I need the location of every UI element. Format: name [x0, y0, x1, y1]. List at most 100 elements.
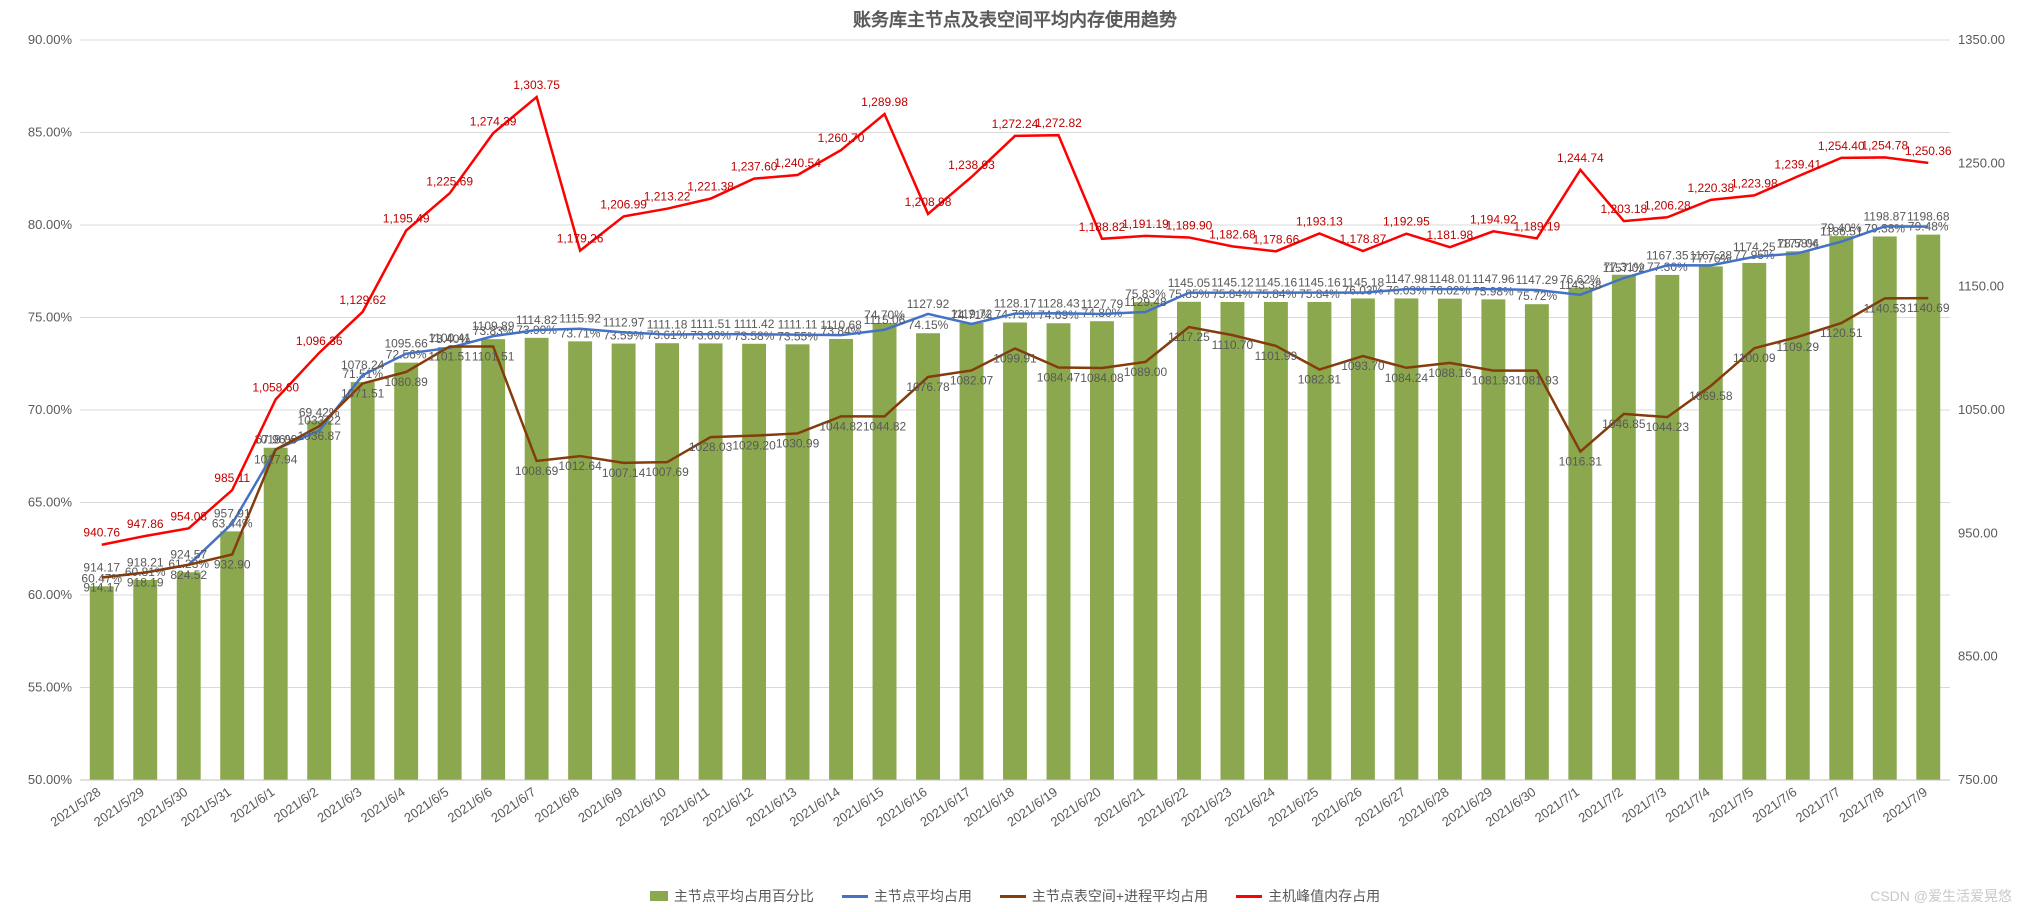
- x-tick: 2021/7/2: [1575, 784, 1625, 825]
- line_blue-label: 1111.51: [690, 317, 731, 331]
- line_blue-label: 1115.92: [559, 312, 601, 326]
- bar: [177, 572, 201, 780]
- x-tick: 2021/6/1: [227, 784, 277, 825]
- bar: [960, 323, 984, 780]
- line_red-label: 1,195.49: [383, 212, 430, 226]
- line_brown-label: 1081.93: [1472, 374, 1516, 388]
- x-tick: 2021/6/7: [488, 784, 538, 825]
- bar: [1786, 251, 1810, 780]
- y-left-tick: 65.00%: [28, 495, 73, 510]
- bar-label: 75.98%: [1473, 284, 1514, 298]
- line_red-label: 1,192.95: [1383, 215, 1430, 229]
- line_blue-label: 1078.24: [341, 358, 385, 372]
- line_blue-label: 1147.98: [1385, 272, 1428, 286]
- x-tick: 2021/7/9: [1880, 784, 1930, 825]
- line_blue-label: 1110.68: [820, 318, 862, 332]
- line_brown-label: 1101.51: [472, 349, 515, 363]
- bar: [1655, 275, 1679, 780]
- line_brown-label: 1017.94: [254, 453, 298, 467]
- line_brown-label: 1082.81: [1298, 373, 1342, 387]
- line_brown-label: 914.17: [83, 581, 120, 595]
- y-left-tick: 75.00%: [28, 310, 73, 325]
- line_blue-label: 1127.92: [907, 297, 950, 311]
- line_red-label: 1,239.41: [1774, 157, 1821, 171]
- bar-label: 79.38%: [1864, 221, 1905, 235]
- line_red-label: 1,289.98: [861, 95, 908, 109]
- line_red-label: 1,178.87: [1340, 232, 1387, 246]
- legend-swatch: [1236, 895, 1262, 898]
- bar: [438, 347, 462, 780]
- line_brown-label: 1084.47: [1037, 370, 1081, 384]
- line_red-label: 1,213.22: [644, 190, 691, 204]
- line_blue-label: 1174.25: [1733, 240, 1776, 254]
- chart-svg: 50.00%55.00%60.00%65.00%70.00%75.00%80.0…: [0, 0, 2030, 912]
- x-tick: 2021/7/6: [1749, 784, 1799, 825]
- line_blue-label: 1145.18: [1342, 276, 1385, 290]
- line_brown-label: 1140.53: [1864, 301, 1907, 315]
- line_red-label: 1,189.90: [1166, 218, 1213, 232]
- line_brown-label: 1101.99: [1255, 349, 1298, 363]
- line_blue-label: 1177.04: [1777, 236, 1820, 250]
- line_red-label: 1,181.98: [1427, 228, 1474, 242]
- x-tick: 2021/6/4: [358, 784, 408, 825]
- line_brown-label: 1007.69: [645, 465, 689, 479]
- line_brown-label: 1140.69: [1907, 301, 1950, 315]
- line_brown-label: 1093.70: [1341, 359, 1385, 373]
- line_brown-label: 1071.51: [341, 386, 385, 400]
- bar: [1568, 288, 1592, 780]
- bar: [612, 344, 636, 780]
- bar: [1699, 266, 1723, 780]
- y-left-tick: 80.00%: [28, 217, 73, 232]
- line_blue-label: 1145.16: [1255, 276, 1298, 290]
- bar: [1916, 235, 1940, 780]
- line_red-label: 1,238.93: [948, 158, 995, 172]
- line_brown-label: 1030.99: [776, 436, 820, 450]
- line_red-label: 1,272.24: [992, 117, 1039, 131]
- bar: [307, 421, 331, 780]
- line_red-label: 947.86: [127, 517, 164, 531]
- x-tick: 2021/6/2: [271, 784, 321, 825]
- line_red-label: 1,221.38: [687, 180, 734, 194]
- bar: [1177, 302, 1201, 780]
- line_brown-label: 1101.51: [428, 349, 471, 363]
- bar: [1047, 323, 1071, 780]
- line_brown-label: 1029.20: [732, 439, 776, 453]
- line_blue-label: 1127.79: [1081, 297, 1124, 311]
- line_brown-label: 1044.23: [1646, 420, 1690, 434]
- line_brown-label: 824.52: [170, 568, 207, 582]
- line_brown-label: 1080.89: [384, 375, 428, 389]
- line_blue-label: 1198.68: [1907, 210, 1950, 224]
- line_brown-label: 918.19: [127, 576, 164, 590]
- chart-container: 账务库主节点及表空间平均内存使用趋势 50.00%55.00%60.00%65.…: [0, 0, 2030, 912]
- line_red-label: 1,254.40: [1818, 139, 1865, 153]
- bar: [525, 338, 549, 780]
- line_brown-label: 1016.31: [1559, 455, 1603, 469]
- line_brown-label: 1044.82: [819, 419, 863, 433]
- bar: [699, 343, 723, 780]
- legend-swatch: [650, 891, 668, 901]
- line_brown-label: 1036.87: [297, 429, 341, 443]
- y-right-tick: 750.00: [1958, 772, 1998, 787]
- line_brown-label: 1109.29: [1777, 340, 1820, 354]
- line_red-label: 1,178.66: [1253, 232, 1300, 246]
- bar: [742, 344, 766, 780]
- legend-item: 主机峰值内存占用: [1236, 886, 1380, 906]
- line_red-label: 1,206.28: [1644, 198, 1691, 212]
- line_red-label: 1,303.75: [513, 78, 560, 92]
- line_red-label: 1,250.36: [1905, 144, 1952, 158]
- line_brown-label: 1081.93: [1515, 374, 1559, 388]
- line_brown-label: 1084.24: [1385, 371, 1429, 385]
- line_blue-label: 1128.43: [1037, 296, 1080, 310]
- bar: [873, 323, 897, 780]
- y-right-tick: 1350.00: [1958, 32, 2005, 47]
- line_blue-label: 1111.18: [647, 318, 688, 332]
- x-tick: 2021/7/7: [1793, 784, 1843, 825]
- bar: [1612, 275, 1636, 780]
- bar: [394, 363, 418, 780]
- x-tick: 2021/7/5: [1706, 784, 1756, 825]
- bar: [1220, 302, 1244, 780]
- line_red-label: 985.11: [214, 471, 250, 485]
- line_blue-label: 1147.29: [1516, 273, 1559, 287]
- bar: [655, 343, 679, 780]
- line_brown-label: 1089.00: [1124, 365, 1168, 379]
